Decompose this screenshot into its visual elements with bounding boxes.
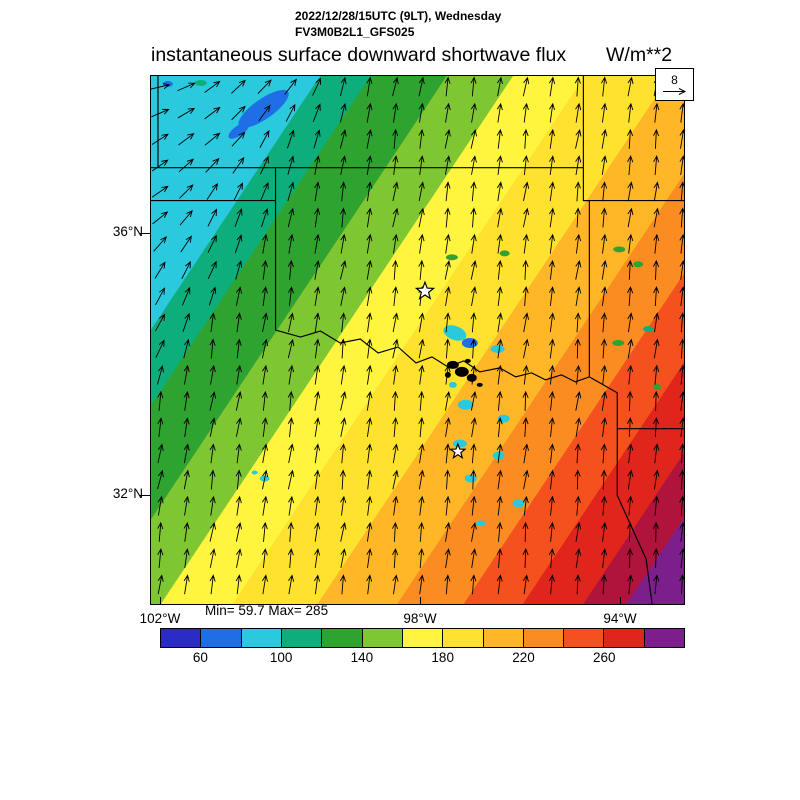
city-star-marker [449,442,467,460]
valid-time-header: 2022/12/28/15UTC (9LT), Wednesday [295,9,502,23]
cloud-patch [475,520,486,527]
lat-tick-label: 32°N [112,486,143,501]
state-border [582,167,590,377]
cloud-patch [612,340,625,346]
colorbar-segment [443,629,484,647]
cloud-patch [490,344,505,353]
colorbar-segment [322,629,363,647]
map-overlay [151,76,684,604]
units-label: W/m**2 [606,44,673,66]
reference-vector-box: 8 [655,68,694,101]
wind-vectors [151,76,684,595]
plot-title: instantaneous surface downward shortwave… [151,44,567,66]
lake [476,382,483,387]
cloud-patch [633,261,644,268]
lat-tick-mark [140,233,150,234]
lon-tick-label: 98°W [403,611,437,626]
lon-tick-mark [160,597,161,605]
cloud-patch [238,89,289,128]
colorbar-tick-label: 60 [192,650,208,665]
model-id-header: FV3M0B2L1_GFS025 [295,25,415,39]
cloud-patch [512,499,525,508]
cloud-patch [499,250,510,257]
colorbar-tick-label: 260 [592,650,616,665]
cloud-patch [251,470,258,475]
cloud-patch [613,246,626,253]
cloud-patch [445,254,458,261]
lon-tick-mark [620,597,621,605]
colorbar-segment [362,629,403,647]
colorbar-tick-label: 180 [431,650,454,665]
cloud-patch [452,439,467,448]
colorbar-tick-label: 140 [350,650,374,665]
reference-vector-arrow [662,87,686,95]
colorbar-segment [604,629,645,647]
colorbar-segment [402,629,444,647]
cloud-patch [464,474,477,483]
state-border [589,376,653,604]
lake [444,371,451,378]
colorbar-segment [483,629,524,647]
cloud-patch [228,122,249,139]
map-area [150,75,685,605]
reference-vector-value: 8 [671,72,678,87]
state-border [151,167,277,202]
colorbar-segment [281,629,323,647]
colorbar-tick-label: 100 [269,650,293,665]
cloud-patch [448,381,457,388]
colorbar-segment [201,629,242,647]
colorbar-tick-label: 220 [512,650,535,665]
lon-tick-mark [420,597,421,605]
colorbar-segment [644,629,685,647]
colorbar-segment [241,629,282,647]
cloud-patch [194,79,207,86]
colorbar [160,628,685,648]
cloud-patch [457,399,474,410]
colorbar-segment [161,629,202,647]
lake [454,366,469,377]
minmax-stats: Min= 59.7 Max= 285 [205,603,329,618]
city-star-marker [414,280,436,300]
lat-tick-mark [140,495,150,496]
colorbar-segment [523,629,565,647]
cloud-patch [653,383,662,390]
lat-tick-label: 36°N [112,224,143,239]
lon-tick-label: 102°W [139,611,181,626]
lake [464,358,471,363]
lon-tick-label: 94°W [603,611,637,626]
colorbar-segment [564,629,605,647]
state-border [275,329,590,383]
cloud-patch [643,326,654,333]
cloud-patch [443,325,467,341]
lake [466,373,477,382]
